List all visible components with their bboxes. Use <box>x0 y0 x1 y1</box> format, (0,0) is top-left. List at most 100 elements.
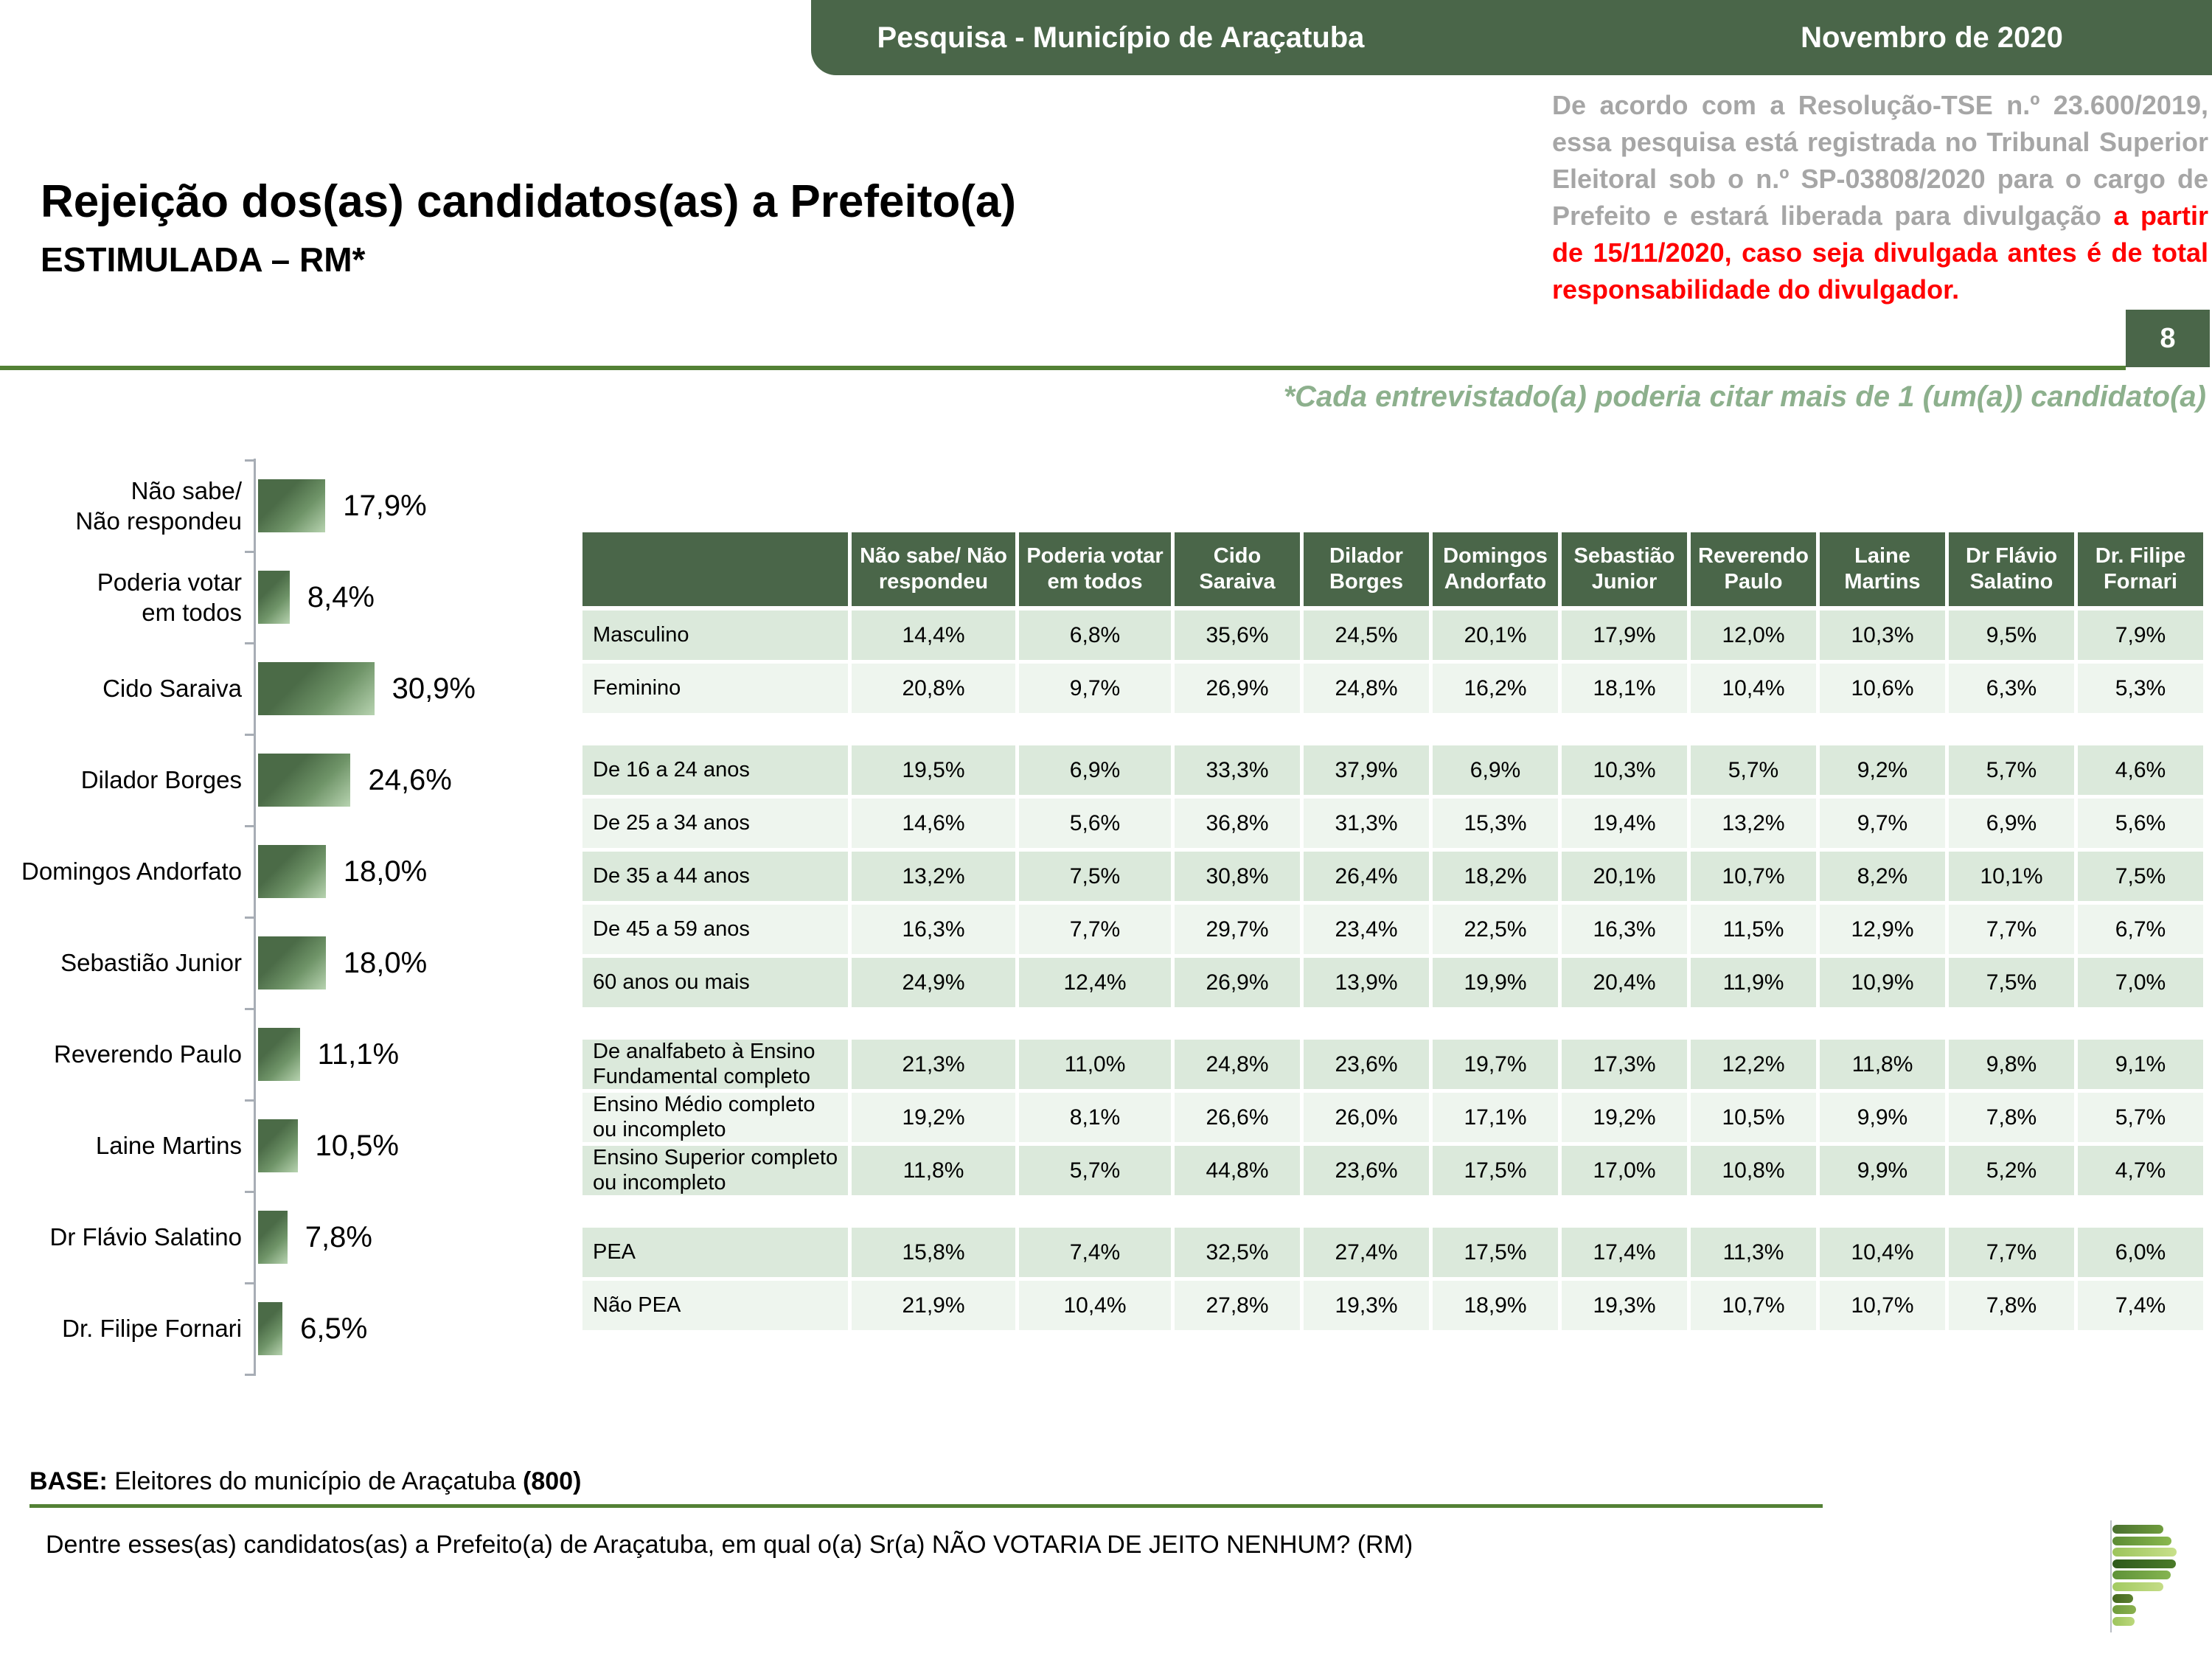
table-column-header: Cido Saraiva <box>1175 532 1300 606</box>
table-column-header: Dr Flávio Salatino <box>1949 532 2074 606</box>
table-cell: 10,7% <box>1691 852 1816 901</box>
chart-row: Laine Martins 10,5% <box>0 1100 582 1192</box>
page-subtitle: ESTIMULADA – RM* <box>41 240 366 279</box>
table-cell: 37,9% <box>1304 745 1429 795</box>
table-cell: 10,8% <box>1691 1146 1816 1195</box>
chart-axis-tick <box>245 642 255 644</box>
chart-value-label: 7,8% <box>305 1220 372 1253</box>
table-cell: 20,4% <box>1562 958 1687 1007</box>
chart-bar <box>258 479 326 532</box>
table-row-label: Masculino <box>582 611 848 660</box>
table-header-row: Não sabe/ Não respondeu Poderia votar em … <box>582 532 2203 606</box>
table-cell: 24,5% <box>1304 611 1429 660</box>
table-column-header: Dr. Filipe Fornari <box>2078 532 2203 606</box>
table-cell: 9,8% <box>1949 1040 2074 1089</box>
table-cell: 30,8% <box>1175 852 1300 901</box>
table-cell: 12,0% <box>1691 611 1816 660</box>
table-cell: 17,5% <box>1433 1228 1558 1277</box>
table-cell: 7,4% <box>1019 1228 1171 1277</box>
table-cell: 6,9% <box>1433 745 1558 795</box>
top-banner: Pesquisa - Município de Araçatuba Novemb… <box>811 0 2212 75</box>
chart-category-label: Reverendo Paulo <box>53 1040 242 1068</box>
table-column-header: Sebastião Junior <box>1562 532 1687 606</box>
table-column-header: Não sabe/ Não respondeu <box>852 532 1015 606</box>
table-cell: 5,7% <box>1691 745 1816 795</box>
table-cell: 10,3% <box>1562 745 1687 795</box>
chart-category-label: Poderia votar em todos <box>97 568 242 626</box>
table-cell: 10,4% <box>1820 1228 1945 1277</box>
table-cell: 36,8% <box>1175 799 1300 848</box>
logo-bar <box>2112 1616 2135 1626</box>
chart-bar <box>258 571 290 624</box>
chart-category-label: Domingos Andorfato <box>21 858 242 886</box>
tse-disclaimer: De acordo com a Resolução-TSE n.º 23.600… <box>1552 87 2208 308</box>
table-cell: 31,3% <box>1304 799 1429 848</box>
chart-category-label: Laine Martins <box>95 1132 242 1160</box>
table-cell: 10,9% <box>1820 958 1945 1007</box>
chart-axis-tick <box>245 551 255 553</box>
table-cell: 17,9% <box>1562 611 1687 660</box>
chart-value-label: 8,4% <box>307 580 375 613</box>
table-cell: 9,5% <box>1949 611 2074 660</box>
table-column-header: Laine Martins <box>1820 532 1945 606</box>
table-cell: 6,3% <box>1949 664 2074 713</box>
table-group: PEA 15,8% 7,4% 32,5% 27,4% 17,5% 17,4% 11,3% 10,… <box>582 1228 2203 1330</box>
chart-category-label: Sebastião Junior <box>60 949 242 977</box>
chart-value-label: 6,5% <box>300 1312 368 1345</box>
table-row-label: PEA <box>582 1228 848 1277</box>
table-cell: 20,1% <box>1433 611 1558 660</box>
table-cell: 44,8% <box>1175 1146 1300 1195</box>
table-cell: 27,8% <box>1175 1281 1300 1330</box>
table-cell: 9,7% <box>1019 664 1171 713</box>
logo-bar <box>2112 1571 2171 1580</box>
banner-date: Novembro de 2020 <box>1801 21 2063 54</box>
table-group: Masculino 14,4% 6,8% 35,6% 24,5% 20,1% 17,9% 12… <box>582 611 2203 713</box>
table-cell: 14,4% <box>852 611 1015 660</box>
table-cell: 12,2% <box>1691 1040 1816 1089</box>
table-row-label: 60 anos ou mais <box>582 958 848 1007</box>
chart-bar <box>258 936 326 990</box>
table-cell: 5,6% <box>1019 799 1171 848</box>
chart-category-label: Dilador Borges <box>80 766 242 794</box>
survey-question: Dentre esses(as) candidatos(as) a Prefei… <box>46 1531 1413 1559</box>
chart-bar <box>258 1119 298 1172</box>
table-row-label: De 16 a 24 anos <box>582 745 848 795</box>
table-cell: 7,5% <box>1949 958 2074 1007</box>
chart-row: Cido Saraiva 30,9% <box>0 643 582 734</box>
table-cell: 23,4% <box>1304 905 1429 954</box>
table-cell: 19,4% <box>1562 799 1687 848</box>
table-cell: 10,1% <box>1949 852 2074 901</box>
table-cell: 26,9% <box>1175 958 1300 1007</box>
table-cell: 7,7% <box>1949 1228 2074 1277</box>
page-number-badge: 8 <box>2126 310 2210 367</box>
chart-category-label: Cido Saraiva <box>102 675 242 703</box>
footer-divider-line <box>29 1504 1823 1508</box>
table-row-label: Ensino Médio completo ou incompleto <box>582 1093 848 1142</box>
table-cell: 17,0% <box>1562 1146 1687 1195</box>
table-cell: 20,1% <box>1562 852 1687 901</box>
table-cell: 8,2% <box>1820 852 1945 901</box>
table-row-label: Não PEA <box>582 1281 848 1330</box>
chart-category-label: Dr. Filipe Fornari <box>62 1315 242 1343</box>
table-cell: 10,3% <box>1820 611 1945 660</box>
table-cell: 11,8% <box>1820 1040 1945 1089</box>
table-cell: 10,5% <box>1691 1093 1816 1142</box>
logo-bar <box>2112 1525 2163 1534</box>
table-cell: 24,9% <box>852 958 1015 1007</box>
table-cell: 26,4% <box>1304 852 1429 901</box>
table-cell: 5,7% <box>1949 745 2074 795</box>
table-cell: 10,4% <box>1691 664 1816 713</box>
table-cell: 13,9% <box>1304 958 1429 1007</box>
chart-axis-tick <box>245 1008 255 1010</box>
table-cell: 19,5% <box>852 745 1015 795</box>
chart-axis-tick <box>245 734 255 736</box>
table-cell: 17,3% <box>1562 1040 1687 1089</box>
table-row-label: De 25 a 34 anos <box>582 799 848 848</box>
chart-axis-tick <box>245 825 255 827</box>
table-cell: 23,6% <box>1304 1146 1429 1195</box>
chart-row: Sebastião Junior 18,0% <box>0 917 582 1009</box>
chart-value-label: 11,1% <box>317 1037 400 1071</box>
table-cell: 9,7% <box>1820 799 1945 848</box>
table-column-header: Poderia votar em todos <box>1019 532 1171 606</box>
table-cell: 7,5% <box>2078 852 2203 901</box>
